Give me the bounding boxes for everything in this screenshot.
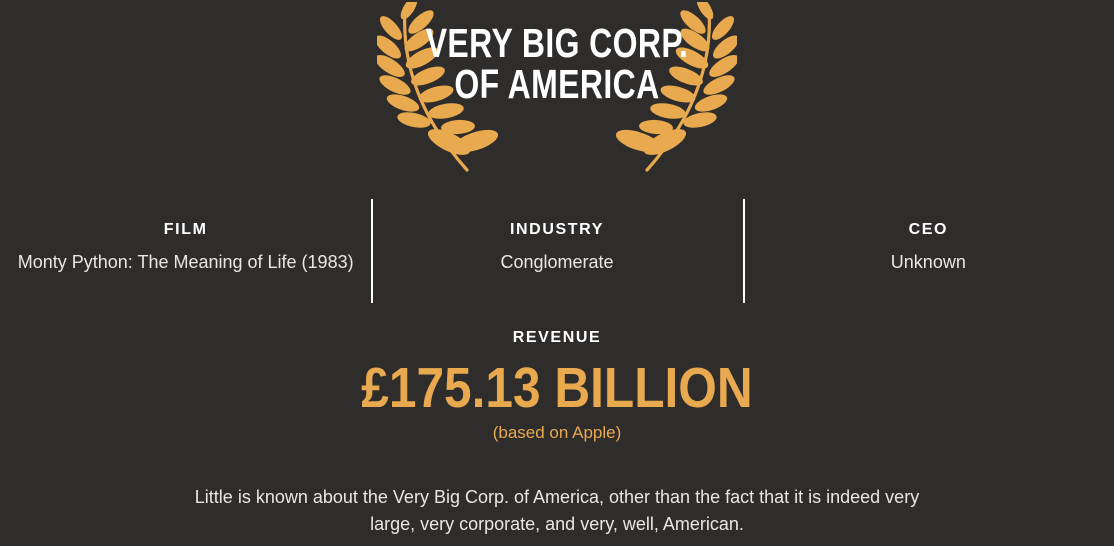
fact-value-film: Monty Python: The Meaning of Life (1983) (17, 252, 354, 272)
revenue-block: REVENUE £175.13 BILLION (based on Apple) (0, 330, 1114, 443)
logo-wordmark: VERY BIG CORP. OF AMERICA (377, 20, 737, 108)
fact-label-industry: INDUSTRY (509, 221, 604, 238)
fact-column-film: FILM Monty Python: The Meaning of Life (… (0, 196, 371, 306)
fact-label-ceo: CEO (908, 221, 949, 238)
logo-line-1: VERY BIG CORP. (425, 20, 689, 66)
facts-row: FILM Monty Python: The Meaning of Life (… (0, 196, 1114, 306)
logo-block: VERY BIG CORP. OF AMERICA (0, 0, 1114, 178)
fact-label-film: FILM (163, 221, 208, 238)
revenue-note: (based on Apple) (492, 422, 622, 442)
fact-column-ceo: CEO Unknown (742, 196, 1114, 306)
logo-inner: VERY BIG CORP. OF AMERICA (377, 2, 737, 174)
fact-value-ceo: Unknown (890, 252, 966, 272)
company-description: Little is known about the Very Big Corp.… (194, 487, 920, 535)
logo-line-2: OF AMERICA (454, 61, 660, 108)
fact-value-industry: Conglomerate (500, 252, 614, 272)
fact-column-industry: INDUSTRY Conglomerate (371, 196, 742, 306)
revenue-label: REVENUE (512, 329, 602, 346)
revenue-amount: £175.13 BILLION (361, 356, 753, 420)
